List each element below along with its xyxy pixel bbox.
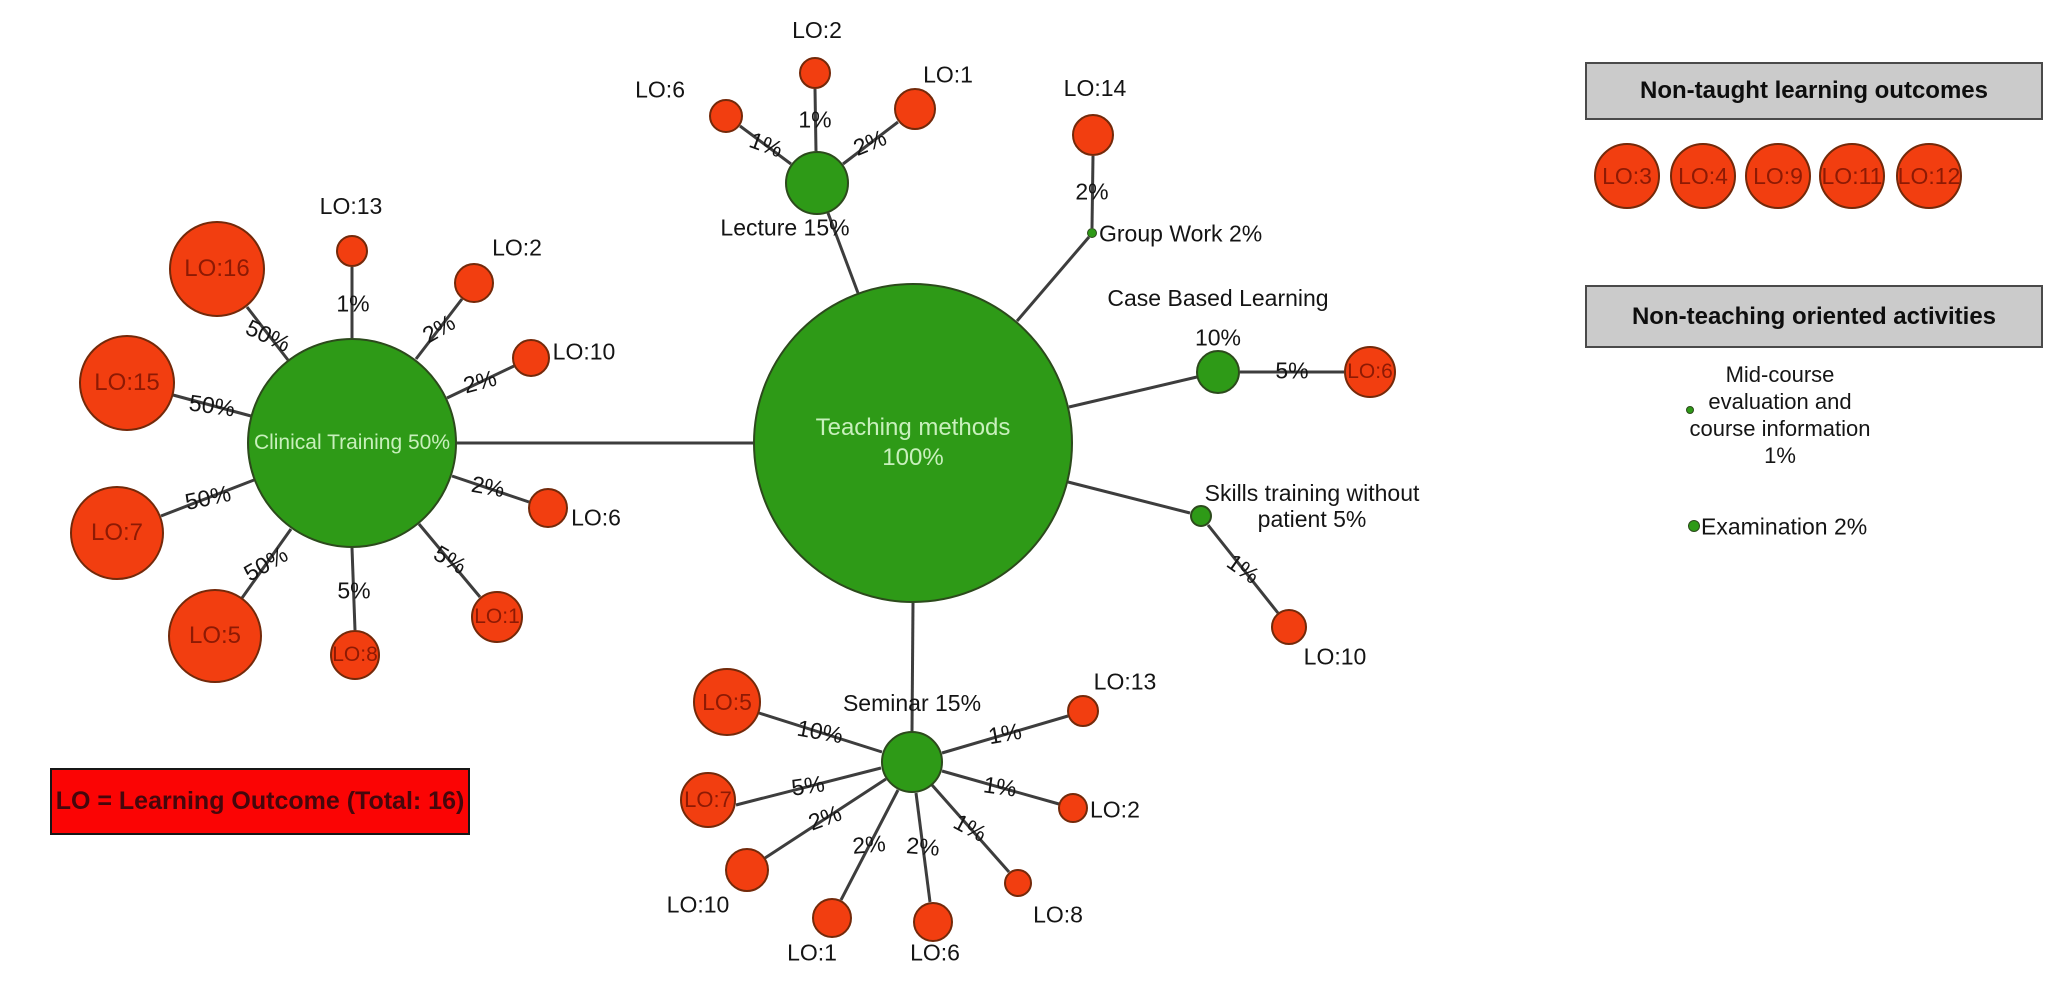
legend-node-lo9: LO:9: [1745, 143, 1811, 209]
teaching-methods-label: Teaching methods 100%: [815, 414, 1011, 471]
node-clinical-lo5: LO:5: [168, 589, 262, 683]
node-seminar-lo10: [725, 848, 769, 892]
pct-clinical-lo6: 2%: [469, 470, 507, 503]
node-clinical-lo6: [528, 488, 568, 528]
label-clinical-lo10: LO:10: [552, 338, 616, 365]
label-seminar-lo13: LO:13: [1093, 668, 1157, 695]
node-case-based-learning: [1196, 350, 1240, 394]
legend-non-taught-title: Non-taught learning outcomes: [1640, 77, 1988, 104]
label-seminar: Seminar 15%: [842, 690, 982, 716]
pct-case-based-lo6: 5%: [1275, 357, 1309, 384]
label-seminar-lo10: LO:10: [666, 891, 730, 918]
label-examination: Examination 2%: [1701, 513, 1868, 540]
label-group-work-lo14: LO:14: [1063, 75, 1127, 101]
node-lecture-lo1: [894, 88, 936, 130]
node-group-work-lo14: [1072, 114, 1114, 156]
legend-node-lo12: LO:12: [1896, 143, 1962, 209]
label-skills-lo10: LO:10: [1303, 643, 1367, 670]
pct-seminar-lo6: 2%: [905, 832, 941, 861]
legend-non-teaching-title: Non-teaching oriented activities: [1631, 302, 1997, 330]
node-clinical-lo2: [454, 263, 494, 303]
node-clinical-lo13: [336, 235, 368, 267]
label-clinical-lo6: LO:6: [571, 504, 621, 531]
label-case-based-learning-pct: 10%: [1194, 324, 1242, 351]
node-seminar-lo5: LO:5: [693, 668, 761, 736]
legend-node-lo3: LO:3: [1594, 143, 1660, 209]
node-seminar-lo6: [913, 902, 953, 942]
examination-dot: [1688, 520, 1700, 532]
label-skills-training: Skills training without patient 5%: [1204, 480, 1420, 532]
node-group-work-dot: [1087, 228, 1097, 238]
node-lecture-lo2: [799, 57, 831, 89]
node-seminar: [881, 731, 943, 793]
midcourse-dot: [1686, 406, 1694, 414]
label-seminar-lo8: LO:8: [1033, 901, 1083, 928]
label-lecture-lo2: LO:2: [792, 17, 842, 43]
node-lecture-lo6: [709, 99, 743, 133]
pct-lecture-lo2: 1%: [798, 106, 832, 133]
node-clinical-lo16: LO:16: [169, 221, 265, 317]
node-lecture: [785, 151, 849, 215]
key-box: LO = Learning Outcome (Total: 16): [50, 768, 470, 835]
label-lecture: Lecture 15%: [720, 214, 850, 241]
key-box-label: LO = Learning Outcome (Total: 16): [55, 787, 465, 815]
node-clinical-lo8: LO:8: [330, 630, 380, 680]
label-lecture-lo1: LO:1: [923, 61, 973, 88]
node-clinical-lo10: [512, 339, 550, 377]
node-seminar-lo1: [812, 898, 852, 938]
pct-clinical-lo13: 1%: [336, 290, 370, 317]
label-seminar-lo1: LO:1: [787, 939, 837, 966]
pct-seminar-lo1: 2%: [851, 830, 887, 859]
node-case-based-lo6: LO:6: [1344, 346, 1396, 398]
pct-seminar-lo7: 5%: [789, 770, 827, 801]
clinical-training-label: Clinical Training 50%: [253, 431, 451, 454]
node-seminar-lo2: [1058, 793, 1088, 823]
node-teaching-methods: Teaching methods 100%: [753, 283, 1073, 603]
label-clinical-lo13: LO:13: [319, 193, 383, 219]
node-skills-lo10: [1271, 609, 1307, 645]
label-case-based-learning: Case Based Learning: [1107, 285, 1329, 311]
node-seminar-lo13: [1067, 695, 1099, 727]
pct-group-work: 2%: [1075, 178, 1109, 205]
label-seminar-lo2: LO:2: [1090, 796, 1140, 823]
label-midcourse: Mid-course evaluation and course informa…: [1689, 362, 1871, 468]
legend-non-taught-box: Non-taught learning outcomes: [1585, 62, 2043, 120]
label-group-work: Group Work 2%: [1099, 220, 1263, 247]
legend-non-teaching-box: Non-teaching oriented activities: [1585, 285, 2043, 348]
node-clinical-lo15: LO:15: [79, 335, 175, 431]
node-clinical-training: Clinical Training 50%: [247, 338, 457, 548]
label-seminar-lo6: LO:6: [910, 939, 960, 966]
node-clinical-lo1: LO:1: [471, 591, 523, 643]
pct-clinical-lo8: 5%: [337, 577, 371, 604]
node-clinical-lo7: LO:7: [70, 486, 164, 580]
node-seminar-lo7: LO:7: [680, 772, 736, 828]
label-lecture-lo6: LO:6: [635, 76, 685, 103]
legend-node-lo11: LO:11: [1819, 143, 1885, 209]
pct-seminar-lo13: 1%: [986, 717, 1024, 750]
node-seminar-lo8: [1004, 869, 1032, 897]
label-clinical-lo2: LO:2: [492, 234, 542, 261]
legend-node-lo4: LO:4: [1670, 143, 1736, 209]
node-skills-training: [1190, 505, 1212, 527]
pct-seminar-lo2: 1%: [981, 771, 1019, 802]
